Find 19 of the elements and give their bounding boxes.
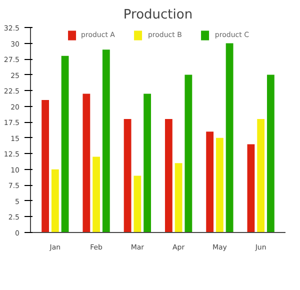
bar [61, 56, 69, 232]
bar [206, 132, 214, 232]
bar [174, 163, 182, 232]
bar [216, 138, 224, 232]
bar [266, 74, 274, 232]
bar [124, 118, 132, 232]
bar [42, 100, 50, 232]
bar [134, 176, 142, 232]
bar [164, 118, 172, 232]
bar [102, 50, 110, 232]
bar [82, 94, 90, 232]
chart-title: Production [123, 8, 193, 22]
bar [247, 144, 255, 232]
bar [226, 43, 234, 232]
bar [92, 156, 100, 232]
bar [257, 118, 265, 232]
bar [144, 94, 152, 232]
bar [51, 169, 59, 232]
bar [184, 74, 192, 232]
